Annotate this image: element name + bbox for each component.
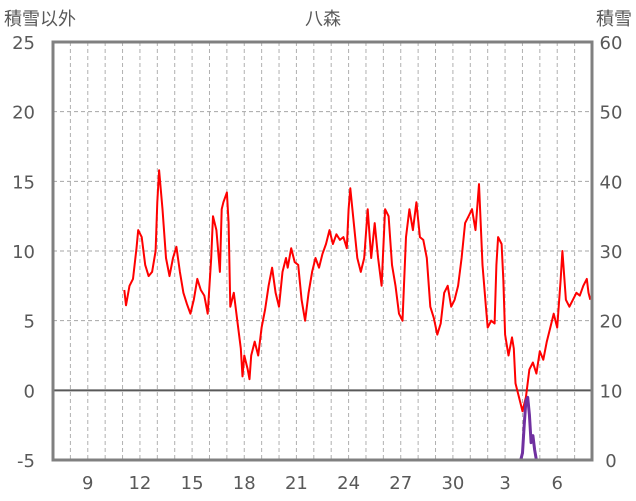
- left-axis-label: 積雪以外: [4, 9, 76, 30]
- x-tick-label: 30: [441, 473, 464, 494]
- right-tick-label: 40: [600, 172, 623, 193]
- x-tick-label: 6: [551, 473, 562, 494]
- series-line-right: [53, 395, 592, 462]
- x-tick-label: 9: [82, 473, 93, 494]
- right-axis-ticks: 0 10 20 30 40 50 60: [600, 33, 623, 472]
- right-tick-label: 10: [600, 381, 623, 402]
- x-tick-label: 18: [233, 473, 256, 494]
- series-layer: [53, 169, 592, 462]
- x-tick-label: 27: [389, 473, 412, 494]
- right-tick-label: 60: [600, 33, 623, 54]
- plot-frame: [51, 40, 594, 462]
- left-tick-label: 5: [24, 312, 35, 333]
- left-tick-label: -5: [17, 451, 35, 472]
- left-tick-label: 0: [24, 381, 35, 402]
- left-axis-ticks: -5 0 5 10 15 20 25: [12, 33, 35, 472]
- right-axis-label: 積雪: [596, 9, 632, 30]
- right-tick-label: 0: [605, 451, 616, 472]
- left-tick-label: 20: [12, 103, 35, 124]
- x-tick-label: 21: [285, 473, 308, 494]
- x-tick-label: 24: [337, 473, 360, 494]
- x-axis-ticks: 9 12 15 18 21 24 27 30 3 6: [82, 473, 563, 494]
- left-tick-label: 15: [12, 172, 35, 193]
- left-tick-label: 10: [12, 242, 35, 263]
- x-tick-label: 3: [499, 473, 510, 494]
- x-tick-label: 12: [128, 473, 151, 494]
- right-tick-label: 20: [600, 312, 623, 333]
- chart-title: 八森: [305, 9, 341, 30]
- right-tick-label: 50: [600, 103, 623, 124]
- left-tick-label: 25: [12, 33, 35, 54]
- x-tick-label: 15: [181, 473, 204, 494]
- right-tick-label: 30: [600, 242, 623, 263]
- series-line-left: [123, 169, 592, 413]
